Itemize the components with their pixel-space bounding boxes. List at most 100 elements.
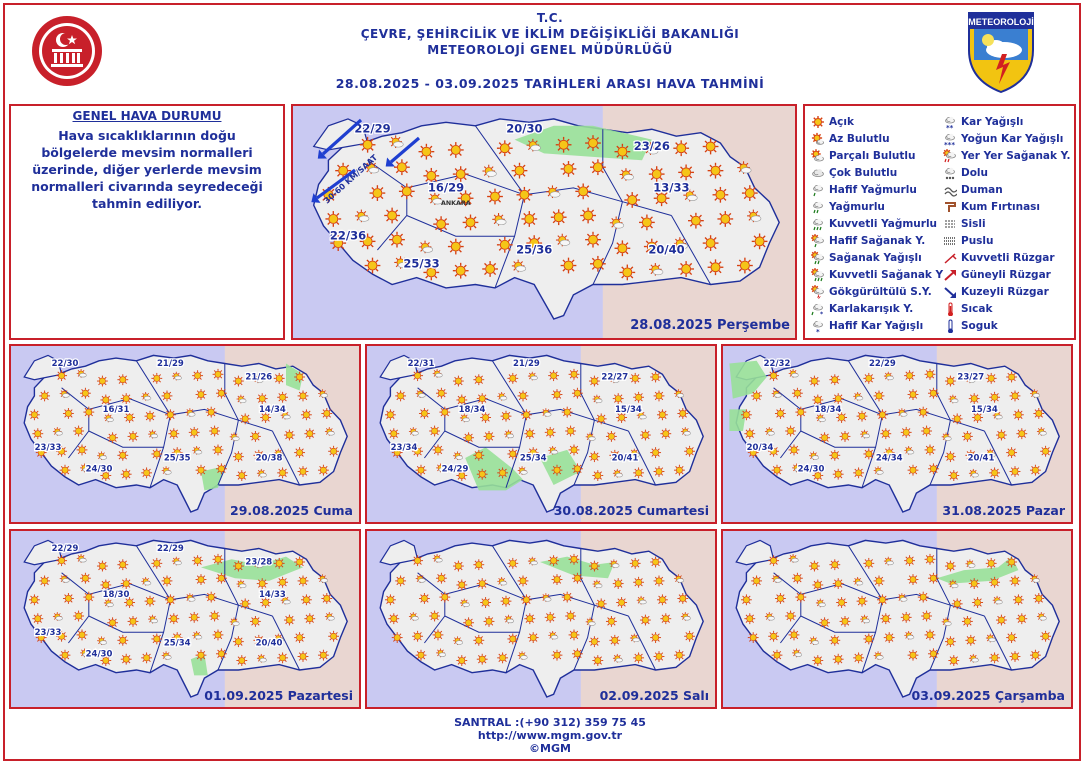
partly-cloudy-icon <box>504 429 515 439</box>
smoke-icon <box>944 186 957 197</box>
partly-cloudy-icon <box>517 651 528 660</box>
legend-label: Karlakarışık Y. <box>829 302 914 315</box>
sun-icon <box>520 594 532 606</box>
sun-icon <box>212 553 224 565</box>
legend-column-2: ** Kar Yağışlı *** Yoğun Kar Yağışlı Yer Yer… <box>943 113 1071 334</box>
sun-icon <box>856 595 868 607</box>
partly-cloudy-icon <box>318 574 329 583</box>
sun-icon <box>551 574 563 585</box>
sun-icon <box>500 410 512 422</box>
sun-icon <box>873 575 885 587</box>
sun-icon <box>839 430 851 442</box>
sun-icon <box>141 467 153 479</box>
partly-cloudy-icon <box>415 389 426 398</box>
sun-icon <box>151 372 163 384</box>
main-map-date: 28.08.2025 Perşembe <box>630 318 790 333</box>
partly-cloudy-icon <box>897 593 908 602</box>
sun-icon <box>639 614 651 626</box>
sun-icon <box>277 652 289 664</box>
sun-icon <box>1009 575 1021 587</box>
sun-icon <box>249 430 261 442</box>
sun-icon <box>653 466 665 477</box>
sun-icon <box>768 445 780 457</box>
legend-label: Sisli <box>961 217 986 230</box>
sun-icon <box>215 387 227 399</box>
sun-icon <box>660 428 672 440</box>
sun-icon <box>633 652 645 664</box>
temperature-label: 24/30 <box>798 465 825 475</box>
sun-icon <box>551 389 563 400</box>
sun-icon <box>592 470 604 481</box>
temperature-label: 25/33 <box>403 256 439 270</box>
legend-label: Puslu <box>961 234 994 247</box>
partly-cloudy-icon <box>674 389 685 398</box>
legend-label: Kar Yağışlı <box>961 115 1024 128</box>
sun-icon <box>120 578 132 590</box>
sun-icon <box>435 387 447 399</box>
legend-label: Yer Yer Sağanak Y. <box>961 149 1071 162</box>
light-snow-icon: * <box>813 320 823 333</box>
partly-cloudy-icon <box>548 630 559 640</box>
sun-icon <box>1006 632 1018 644</box>
sun-icon <box>609 449 621 461</box>
region-border <box>592 201 623 285</box>
sun-icon <box>771 649 783 661</box>
day-2-date: 30.08.2025 Cumartesi <box>553 503 709 518</box>
sun-icon <box>774 593 786 604</box>
sun-icon <box>972 597 984 608</box>
sun-icon <box>253 634 265 646</box>
sun-icon <box>1006 447 1018 459</box>
main-forecast-map: 22/29 20/30 23/26 16/29 13/33 22/36 25/33 25/36… <box>291 104 797 340</box>
sun-icon <box>785 610 797 622</box>
sun-icon <box>580 207 596 224</box>
partly-cloudy-icon <box>897 408 908 417</box>
turkey-map-day-6 <box>723 531 1071 707</box>
sun-icon <box>1033 408 1045 419</box>
sun-icon <box>590 159 606 176</box>
partly-cloudy-icon <box>541 593 552 602</box>
partly-cloudy-icon <box>497 576 508 586</box>
sun-icon <box>144 595 156 607</box>
partly-cloudy-icon <box>992 410 1003 420</box>
sun-icon <box>571 648 583 660</box>
sun-icon <box>394 159 410 176</box>
partly-cloudy-icon <box>436 463 447 473</box>
partly-cloudy-icon <box>324 612 335 621</box>
temperature-label: 22/31 <box>408 359 435 369</box>
sun-icon <box>294 371 306 383</box>
sun-icon <box>294 632 306 644</box>
partly-cloudy-icon <box>809 636 820 646</box>
sun-icon <box>595 413 607 425</box>
footer-url[interactable]: http://www.mgm.gov.tr <box>477 729 623 742</box>
sun-icon <box>480 597 492 608</box>
region-border <box>491 360 527 416</box>
sun-icon <box>688 212 704 229</box>
legend-label: Dolu <box>961 166 989 179</box>
sun-icon <box>812 394 824 406</box>
sun-icon <box>614 240 631 257</box>
sun-icon <box>650 632 662 644</box>
sun-icon <box>164 594 176 606</box>
sun-icon <box>473 449 485 461</box>
partly-cloudy-icon <box>609 374 620 384</box>
footer-phone: SANTRAL :(+90 312) 359 75 45 <box>454 716 646 729</box>
legend-item: Dolu <box>943 164 1071 181</box>
sun-icon <box>917 406 929 418</box>
sun-icon <box>768 555 780 567</box>
region-border <box>573 605 595 671</box>
partly-cloudy-icon <box>546 185 561 199</box>
sun-icon <box>595 598 607 610</box>
sun-icon <box>447 238 464 255</box>
region-border <box>271 430 301 486</box>
sun-icon <box>985 557 997 569</box>
region-border <box>417 572 446 644</box>
turkey-map-day-3: 22/32 22/29 23/27 18/34 15/34 20/34 24/30 24/34… <box>723 346 1071 522</box>
sun-icon <box>429 610 441 622</box>
sun-icon <box>1009 651 1021 662</box>
sun-icon <box>565 610 577 622</box>
sun-icon <box>751 233 768 250</box>
sun-icon <box>551 649 563 661</box>
sun-icon <box>236 655 248 666</box>
sun-icon <box>73 610 85 622</box>
sun-icon <box>164 409 176 421</box>
